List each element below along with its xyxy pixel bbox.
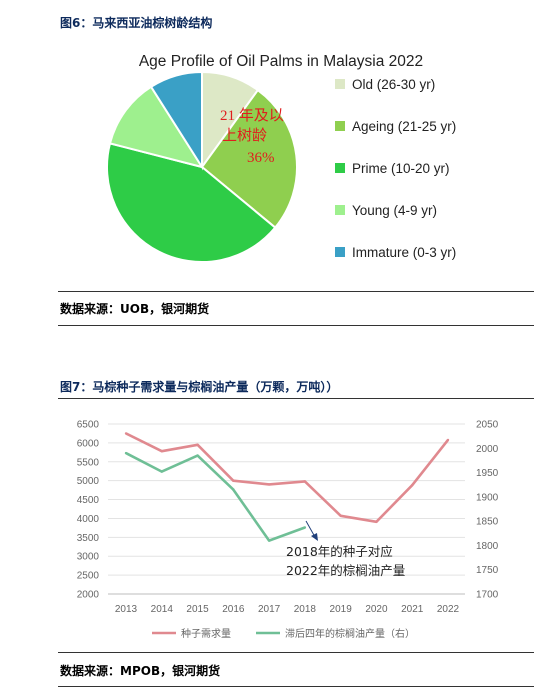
legend-label-4: Young (4-9 yr) bbox=[352, 203, 437, 218]
figure-2-source: 数据来源：MPOB，银河期货 bbox=[60, 664, 221, 678]
left-axis-ticks: 2000 2500 3000 3500 4000 4500 5000 5500 6000 6500 bbox=[77, 420, 100, 601]
right-axis-tick-label: 2000 bbox=[476, 444, 499, 455]
legend-label-1: 种子需求量 bbox=[181, 627, 231, 640]
right-axis-tick-label: 2050 bbox=[476, 420, 499, 431]
left-axis-tick-label: 3000 bbox=[77, 552, 100, 563]
pie-slice-5 bbox=[149, 70, 203, 171]
legend-swatch-5 bbox=[335, 247, 345, 257]
legend-label-2: Ageing (21-25 yr) bbox=[352, 119, 456, 134]
x-axis-tick-label: 2013 bbox=[115, 604, 138, 615]
right-axis-tick-label: 1700 bbox=[476, 590, 499, 601]
pie-chart-title: Age Profile of Oil Palms in Malaysia 202… bbox=[139, 53, 423, 70]
legend-label-5: Immature (0-3 yr) bbox=[352, 245, 456, 260]
divider bbox=[58, 398, 534, 399]
series-line-1 bbox=[125, 432, 450, 524]
divider bbox=[58, 325, 534, 326]
series-2-point bbox=[267, 539, 271, 542]
divider bbox=[58, 652, 534, 653]
left-axis-tick-label: 4500 bbox=[77, 495, 100, 506]
left-axis-tick-label: 2000 bbox=[77, 590, 100, 601]
pie-annotation: 21 年及以 上树龄 36% bbox=[220, 107, 284, 166]
legend-label-1: Old (26-30 yr) bbox=[352, 77, 435, 92]
line-grid bbox=[108, 423, 465, 595]
series-1-point bbox=[303, 480, 307, 483]
line-annotation-line-2: 2022年的棕榈油产量 bbox=[286, 563, 405, 578]
divider bbox=[58, 686, 534, 687]
series-1-point bbox=[124, 432, 128, 435]
pie-legend: Old (26-30 yr) Ageing (21-25 yr) Prime (10… bbox=[335, 77, 456, 260]
series-1-point bbox=[375, 520, 378, 523]
right-axis-tick-label: 1950 bbox=[476, 468, 499, 479]
right-axis-tick-label: 1800 bbox=[476, 541, 499, 552]
pie-annotation-line-1: 21 年及以 bbox=[220, 107, 284, 124]
x-axis-tick-label: 2017 bbox=[258, 604, 281, 615]
series-line-2 bbox=[125, 451, 306, 542]
right-axis-tick-label: 1850 bbox=[476, 517, 499, 528]
series-1-point bbox=[232, 479, 235, 482]
right-axis-ticks: 1700 1750 1800 1850 1900 1950 2000 2050 bbox=[476, 420, 499, 601]
line-series bbox=[124, 432, 450, 542]
x-axis-tick-label: 2014 bbox=[151, 604, 174, 615]
series-1-point bbox=[446, 438, 450, 442]
series-2-point bbox=[196, 454, 199, 457]
legend-swatch-3 bbox=[335, 163, 345, 173]
x-axis-tick-label: 2019 bbox=[330, 604, 353, 615]
legend-swatch-1 bbox=[335, 79, 345, 89]
left-axis-tick-label: 5500 bbox=[77, 457, 100, 468]
legend-swatch-2 bbox=[335, 121, 345, 131]
pie-slice-2 bbox=[200, 88, 298, 229]
series-1-point bbox=[267, 483, 271, 486]
x-axis-tick-label: 2021 bbox=[401, 604, 424, 615]
series-2-point bbox=[303, 526, 307, 529]
pie-slice-3 bbox=[105, 142, 277, 263]
figure-2-caption: 图7：马棕种子需求量与棕榈油产量（万颗，万吨）） bbox=[60, 380, 339, 394]
series-2-point bbox=[124, 451, 128, 455]
x-axis-tick-label: 2015 bbox=[186, 604, 209, 615]
left-axis-tick-label: 6500 bbox=[77, 420, 100, 431]
pie-annotation-line-2: 上树龄 bbox=[222, 127, 267, 144]
pie-slice-4 bbox=[108, 85, 205, 169]
x-axis-tick-label: 2016 bbox=[222, 604, 245, 615]
x-axis-tick-label: 2018 bbox=[294, 604, 317, 615]
annotation-arrow bbox=[305, 520, 316, 538]
figure-1-source: 数据来源：UOB，银河期货 bbox=[60, 302, 210, 316]
right-axis-tick-label: 1750 bbox=[476, 565, 499, 576]
series-1-point bbox=[160, 450, 163, 453]
legend-label-2: 滞后四年的棕榈油产量（右） bbox=[285, 627, 415, 640]
legend-swatch-4 bbox=[335, 205, 345, 215]
left-axis-tick-label: 4000 bbox=[77, 514, 100, 525]
left-axis-tick-label: 6000 bbox=[77, 438, 100, 449]
x-axis-tick-label: 2022 bbox=[437, 604, 460, 615]
annotation-arrowhead bbox=[311, 533, 318, 541]
series-1-point bbox=[196, 443, 199, 446]
pie-slices bbox=[105, 70, 298, 263]
series-1-point bbox=[339, 514, 342, 517]
series-2-point bbox=[160, 470, 163, 473]
line-chart: 2000 2500 3000 3500 4000 4500 5000 5500 6000 6500… bbox=[77, 420, 499, 641]
left-axis-tick-label: 2500 bbox=[77, 571, 100, 582]
line-annotation: 2018年的种子对应 2022年的棕榈油产量 bbox=[286, 520, 405, 578]
line-legend: 种子需求量 滞后四年的棕榈油产量（右） bbox=[152, 627, 415, 640]
figure-1-caption: 图6：马来西亚油棕树龄结构 bbox=[60, 16, 213, 30]
series-2-point bbox=[232, 488, 235, 491]
x-axis-tick-label: 2020 bbox=[365, 604, 388, 615]
left-axis-tick-label: 5000 bbox=[77, 476, 100, 487]
line-annotation-line-1: 2018年的种子对应 bbox=[286, 544, 393, 559]
left-axis-tick-label: 3500 bbox=[77, 533, 100, 544]
pie-annotation-line-3: 36% bbox=[247, 150, 275, 166]
series-1-point bbox=[411, 484, 414, 487]
x-axis-ticks: 2013 2014 2015 2016 2017 2018 2019 2020 2021 2022 bbox=[115, 604, 460, 615]
right-axis-tick-label: 1900 bbox=[476, 492, 499, 503]
divider bbox=[58, 291, 534, 292]
legend-label-3: Prime (10-20 yr) bbox=[352, 161, 450, 176]
pie-chart: Age Profile of Oil Palms in Malaysia 202… bbox=[105, 53, 456, 263]
